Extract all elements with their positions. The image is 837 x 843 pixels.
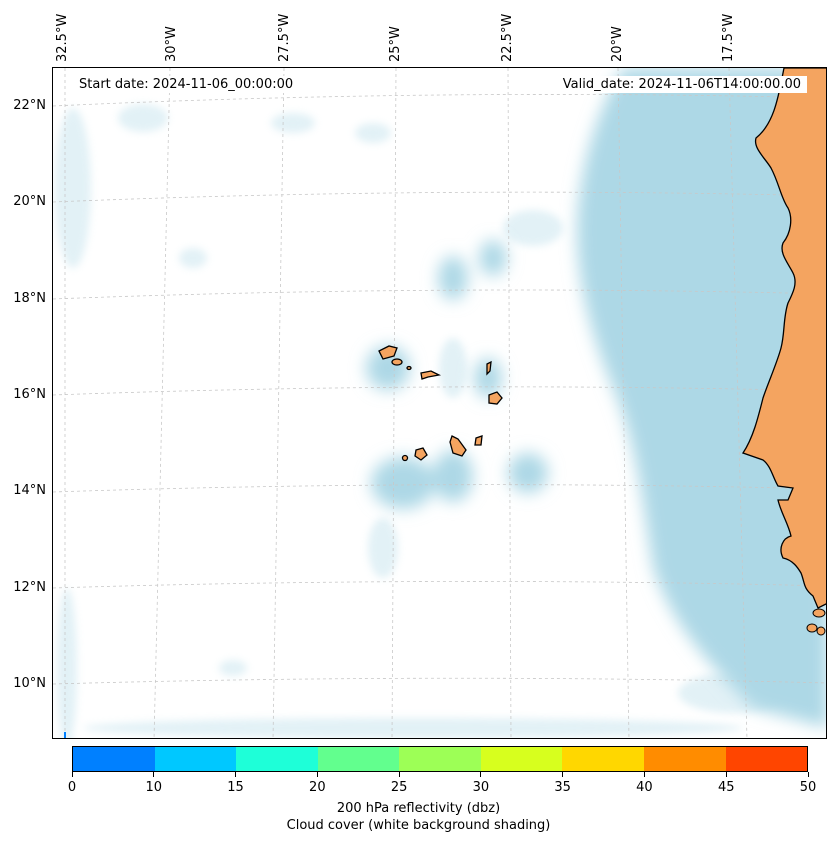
lat-label-20n: 20°N (13, 194, 46, 209)
colorbar-tick-label: 40 (636, 780, 653, 795)
lat-label-10n: 10°N (13, 676, 46, 691)
colorbar-tick (807, 772, 809, 777)
maio-island (474, 435, 483, 446)
africa-land (741, 68, 826, 609)
brava-island (401, 454, 409, 462)
colorbar-tick (725, 772, 727, 777)
lon-label-25w: 25°W (388, 26, 403, 62)
reflectivity-mark (64, 732, 66, 738)
colorbar-tick-label: 45 (717, 780, 735, 795)
colorbar-tick (562, 772, 564, 777)
cloud-cover-dense (366, 68, 826, 728)
start-date-label: Start date: 2024-11-06_00:00:00 (73, 76, 300, 93)
lat-label-18n: 18°N (13, 291, 46, 306)
colorbar-tick-label: 20 (309, 780, 326, 795)
bijagos-islands (806, 608, 826, 636)
colorbar-tick-label: 50 (799, 780, 817, 795)
colorbar-segment-10-15 (154, 747, 237, 771)
colorbar-tick (153, 772, 155, 777)
colorbar-tick-label: 25 (390, 780, 408, 795)
colorbar-tick (643, 772, 645, 777)
fogo-island (414, 447, 428, 461)
lon-label-17-5w: 17.5°W (721, 13, 736, 62)
sal-island (486, 360, 492, 376)
lat-label-12n: 12°N (13, 580, 46, 595)
lon-label-30w: 30°W (164, 26, 179, 62)
colorbar-tick (71, 772, 73, 777)
colorbar-tick-label: 30 (472, 780, 490, 795)
colorbar-segment-40-45 (643, 747, 726, 771)
colorbar-tick-label: 0 (67, 780, 77, 795)
lat-label-14n: 14°N (13, 483, 46, 498)
santo-antao-island (378, 345, 398, 360)
lat-label-22n: 22°N (13, 98, 46, 113)
colorbar (72, 746, 808, 772)
colorbar-tick (398, 772, 400, 777)
lon-label-20w: 20°W (610, 26, 625, 62)
valid-date-label: Valid_date: 2024-11-06T14:00:00.00 (556, 76, 807, 93)
colorbar-tick-label: 35 (554, 780, 571, 795)
colorbar-tick-label: 10 (145, 780, 163, 795)
sao-vicente-island (391, 358, 403, 366)
santiago-island (449, 435, 467, 457)
colorbar-segment-45-50 (725, 747, 808, 771)
colorbar-segment-25-30 (399, 747, 481, 771)
colorbar-segment-30-35 (480, 747, 563, 771)
colorbar-tick (316, 772, 318, 777)
colorbar-sublabel: Cloud cover (white background shading) (286, 818, 551, 833)
cape-verde-islands (378, 345, 503, 462)
lon-label-22-5w: 22.5°W (500, 13, 515, 62)
boa-vista-island (488, 391, 503, 405)
colorbar-label: 200 hPa reflectivity (dbz) (336, 801, 501, 816)
lon-label-32-5w: 32.5°W (55, 13, 70, 62)
map-panel (52, 67, 827, 739)
santa-luzia-island (406, 365, 412, 371)
colorbar-tick (235, 772, 237, 777)
colorbar-segment-20-25 (317, 747, 400, 771)
lon-label-27-5w: 27.5°W (277, 13, 292, 62)
map-canvas (53, 68, 826, 738)
sao-nicolau-island (420, 370, 442, 380)
colorbar-segment-35-40 (562, 747, 644, 771)
colorbar-tick (480, 772, 482, 777)
colorbar-tick-label: 15 (227, 780, 244, 795)
colorbar-segment-0-10 (73, 747, 155, 771)
colorbar-segment-15-20 (236, 747, 318, 771)
gridlines (53, 68, 826, 738)
lat-label-16n: 16°N (13, 387, 46, 402)
